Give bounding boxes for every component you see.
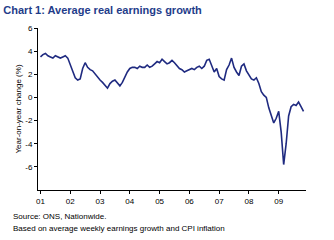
svg-text:0: 0 (28, 93, 33, 102)
svg-text:01: 01 (36, 197, 45, 206)
svg-text:04: 04 (125, 197, 134, 206)
svg-text:Based on average weekly earnin: Based on average weekly earnings growth … (13, 224, 225, 233)
svg-text:-6: -6 (25, 163, 33, 172)
svg-text:6: 6 (28, 24, 33, 33)
svg-text:2: 2 (28, 70, 33, 79)
svg-text:07: 07 (215, 197, 224, 206)
svg-text:Chart 1: Average real earnings: Chart 1: Average real earnings growth (3, 4, 202, 16)
svg-text:05: 05 (155, 197, 164, 206)
svg-text:-2: -2 (25, 116, 33, 125)
svg-text:-4: -4 (25, 140, 33, 149)
svg-text:Source: ONS, Nationwide.: Source: ONS, Nationwide. (13, 212, 106, 221)
svg-text:03: 03 (96, 197, 105, 206)
svg-text:Year-on-year change (%): Year-on-year change (%) (14, 64, 23, 153)
svg-text:06: 06 (185, 197, 194, 206)
svg-text:4: 4 (28, 47, 33, 56)
svg-text:09: 09 (274, 197, 283, 206)
svg-text:02: 02 (66, 197, 75, 206)
svg-text:08: 08 (244, 197, 253, 206)
